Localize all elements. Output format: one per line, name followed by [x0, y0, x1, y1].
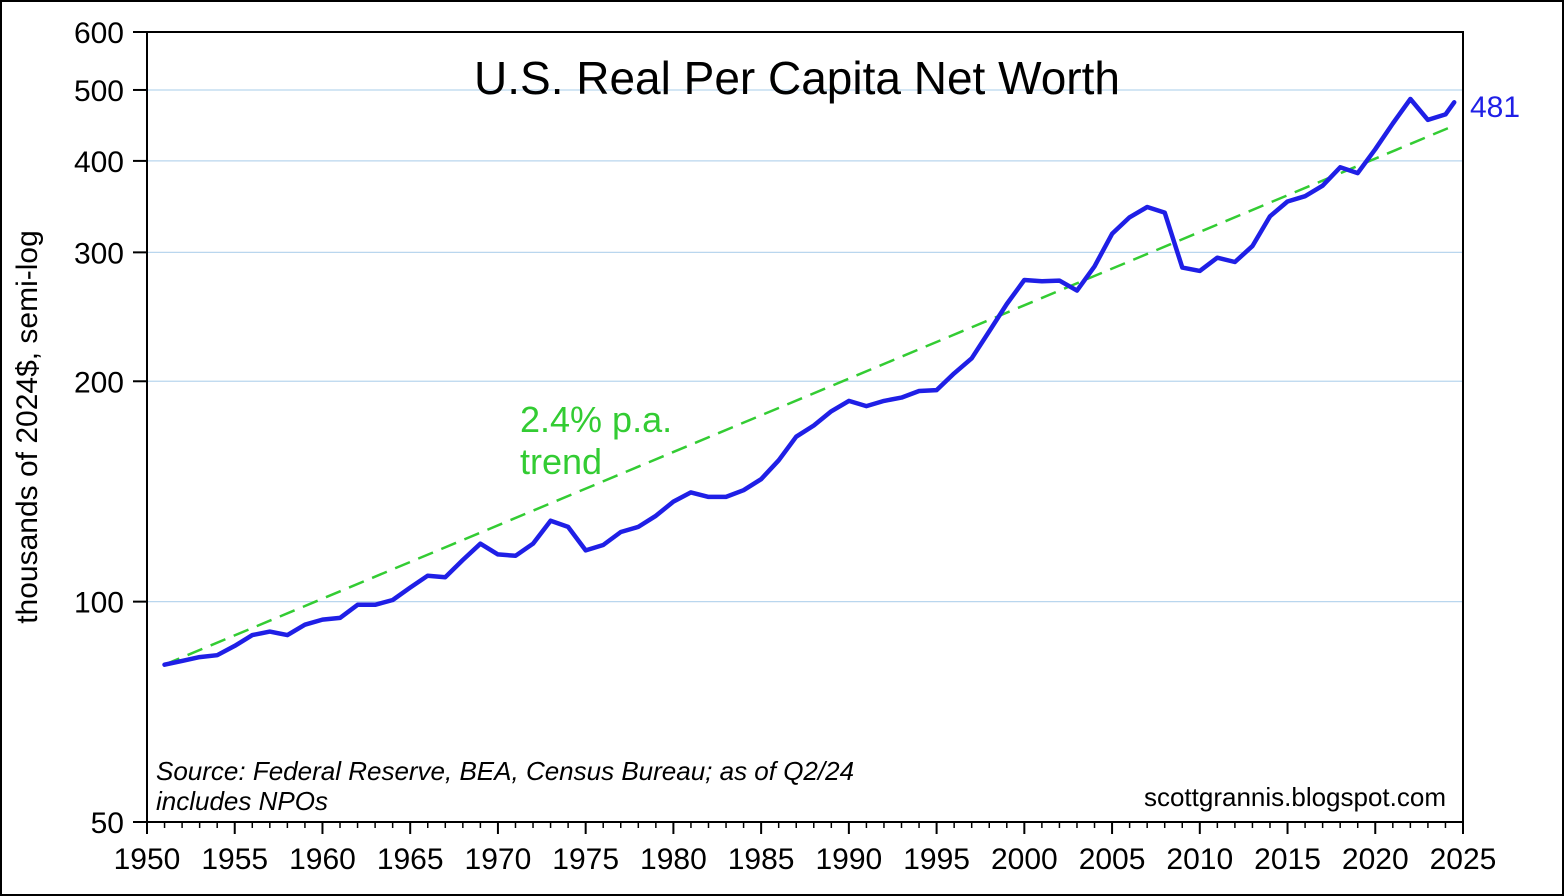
x-tick-label-2015: 2015 — [1254, 843, 1321, 876]
chart-title: U.S. Real Per Capita Net Worth — [474, 52, 1120, 104]
end-value-label: 481 — [1470, 91, 1520, 124]
x-tick-label-1990: 1990 — [815, 843, 882, 876]
source-line1: Source: Federal Reserve, BEA, Census Bur… — [156, 756, 854, 786]
x-tick-label-1960: 1960 — [289, 843, 356, 876]
plot-area — [146, 31, 1464, 823]
y-tick-label-500: 500 — [74, 75, 124, 108]
y-tick-label-300: 300 — [74, 237, 124, 270]
y-tick-label-600: 600 — [74, 17, 124, 50]
trend-label-line1: 2.4% p.a. — [520, 399, 672, 440]
x-axis: 1950 1955 1960 1965 1970 1975 1980 1985 1990 1995… — [114, 822, 1497, 876]
series-group — [162, 96, 1457, 667]
x-tick-label-2025: 2025 — [1430, 843, 1497, 876]
y-axis: 50 100 200 300 400 500 600 — [74, 17, 147, 840]
x-tick-label-1970: 1970 — [465, 843, 532, 876]
source-line2: includes NPOs — [156, 786, 328, 816]
x-tick-label-1985: 1985 — [728, 843, 795, 876]
x-tick-label-1965: 1965 — [377, 843, 444, 876]
trend-line — [164, 124, 1455, 666]
net-worth-line — [162, 96, 1457, 667]
x-tick-label-2020: 2020 — [1342, 843, 1409, 876]
y-axis-label: thousands of 2024$, semi-log — [11, 230, 44, 624]
y-tick-label-400: 400 — [74, 146, 124, 179]
credit-label: scottgrannis.blogspot.com — [1144, 782, 1446, 812]
trend-label-line2: trend — [520, 441, 602, 482]
x-tick-label-1980: 1980 — [640, 843, 707, 876]
y-tick-label-200: 200 — [74, 366, 124, 399]
x-tick-label-2000: 2000 — [991, 843, 1058, 876]
gridlines — [147, 89, 1463, 603]
x-tick-label-1975: 1975 — [552, 843, 619, 876]
y-tick-label-50: 50 — [91, 807, 124, 840]
x-tick-label-1950: 1950 — [114, 843, 181, 876]
x-tick-label-1995: 1995 — [903, 843, 970, 876]
x-tick-label-2010: 2010 — [1166, 843, 1233, 876]
y-tick-label-100: 100 — [74, 587, 124, 620]
x-tick-label-1955: 1955 — [201, 843, 268, 876]
x-tick-label-2005: 2005 — [1079, 843, 1146, 876]
